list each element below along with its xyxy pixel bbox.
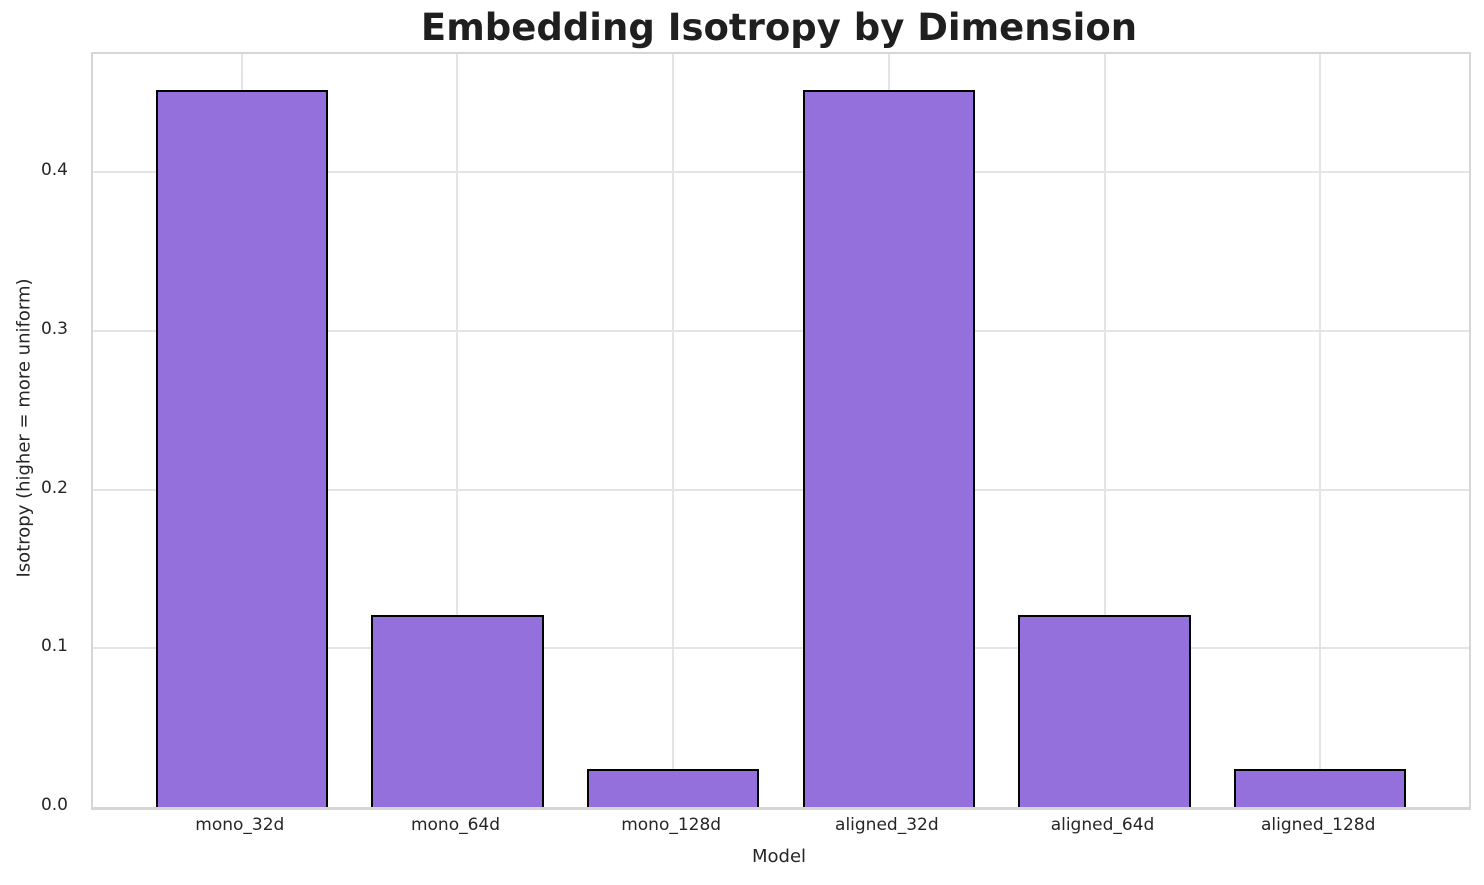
v-gridline-mono_128d xyxy=(672,54,675,807)
y-tick-0.2: 0.2 xyxy=(40,477,68,498)
bar-mono_32d xyxy=(155,89,329,807)
y-tick-0.4: 0.4 xyxy=(40,160,68,181)
x-tick-mono_32d: mono_32d xyxy=(195,815,285,835)
h-gridline-0.1 xyxy=(93,647,1469,650)
x-tick-aligned_32d: aligned_32d xyxy=(835,815,939,835)
x-tick-mono_128d: mono_128d xyxy=(621,815,722,835)
v-gridline-aligned_128d xyxy=(1319,54,1322,807)
x-tick-aligned_128d: aligned_128d xyxy=(1260,815,1376,835)
bar-aligned_64d xyxy=(1018,615,1191,807)
y-axis-tick-labels: 0.0 0.1 0.2 0.3 0.4 xyxy=(0,52,80,815)
h-gridline-0.4 xyxy=(93,171,1469,174)
plot-area xyxy=(91,52,1471,810)
v-gridline-aligned_64d xyxy=(1103,54,1106,807)
x-axis-tick-labels: mono_32d mono_64d mono_128d aligned_32d alig… xyxy=(91,815,1467,839)
x-axis-label: Model xyxy=(751,846,807,867)
v-gridline-mono_64d xyxy=(456,54,459,807)
x-tick-aligned_64d: aligned_64d xyxy=(1050,815,1155,835)
chart-title: Embedding Isotropy by Dimension xyxy=(420,6,1138,49)
y-tick-0.1: 0.1 xyxy=(40,636,68,657)
h-gridline-0.3 xyxy=(93,330,1469,333)
x-tick-mono_64d: mono_64d xyxy=(410,815,501,835)
y-tick-0.3: 0.3 xyxy=(40,319,68,340)
bar-aligned_32d xyxy=(802,89,976,807)
bar-aligned_128d xyxy=(1233,768,1407,807)
bar-mono_64d xyxy=(371,615,544,807)
bar-mono_128d xyxy=(586,768,760,807)
h-gridline-0.2 xyxy=(93,488,1469,491)
y-tick-0.0: 0.0 xyxy=(40,795,68,815)
